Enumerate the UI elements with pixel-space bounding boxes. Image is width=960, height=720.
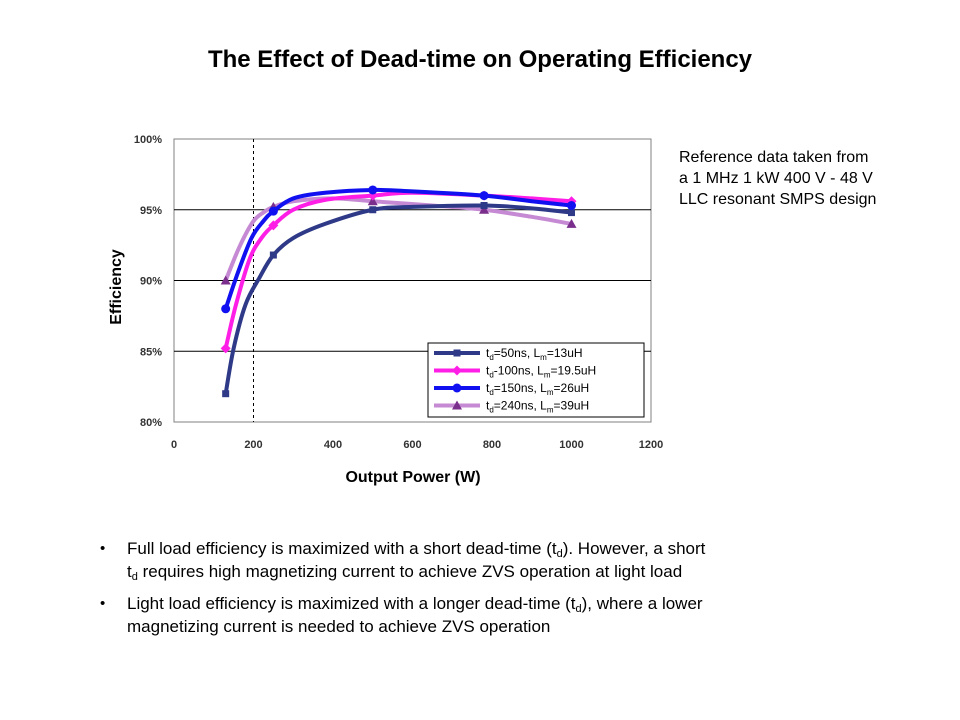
legend-label: td=240ns, Lm=39uH: [486, 399, 589, 415]
bullet-list: • Full load efficiency is maximized with…: [100, 537, 900, 647]
y-tick-label: 80%: [140, 417, 162, 429]
data-point: [220, 275, 231, 285]
x-tick-label: 1200: [639, 439, 663, 451]
legend-entry: td=50ns, Lm=13uH: [434, 346, 583, 362]
x-tick-labels: 0 200 400 600 800 1000 1200: [171, 439, 663, 451]
data-point: [220, 343, 231, 354]
legend: td=50ns, Lm=13uH td-100ns, Lm=19.5uHtd=15…: [427, 342, 645, 418]
series-2: [221, 185, 576, 314]
bullet-line: Full load efficiency is maximized with a…: [127, 539, 706, 560]
x-tick-label: 1000: [559, 439, 583, 451]
x-tick-label: 800: [483, 439, 501, 451]
legend-label: td=50ns, Lm=13uH: [486, 346, 583, 362]
series-0: [222, 202, 575, 398]
data-point: [369, 206, 377, 214]
data-point: [566, 218, 577, 228]
bullet-line: td requires high magnetizing current to …: [127, 562, 683, 583]
x-tick-label: 400: [324, 439, 342, 451]
y-tick-label: 90%: [140, 276, 162, 288]
data-point: [479, 204, 490, 214]
reference-note: Reference data taken from a 1 MHz 1 kW 4…: [679, 147, 939, 210]
data-point: [268, 206, 278, 216]
data-point: [268, 220, 279, 231]
legend-label: td-100ns, Lm=19.5uH: [486, 364, 596, 380]
data-point: [567, 201, 576, 211]
data-point: [367, 196, 378, 206]
legend-entry: td-100ns, Lm=19.5uH: [434, 364, 596, 380]
bullet-glyph: •: [100, 540, 106, 557]
legend-swatch-marker: [452, 383, 462, 393]
x-tick-label: 0: [171, 439, 177, 451]
bullet-line: magnetizing current is needed to achieve…: [127, 617, 551, 636]
series-line: [223, 203, 574, 396]
legend-swatch-marker: [452, 365, 462, 376]
x-tick-label: 200: [244, 439, 262, 451]
reference-note-line: a 1 MHz 1 kW 400 V - 48 V: [679, 170, 873, 187]
y-tick-label: 85%: [140, 346, 162, 358]
data-point: [222, 390, 230, 398]
data-point: [368, 185, 378, 195]
series-line: [223, 196, 574, 283]
data-point: [568, 209, 575, 217]
reference-note-line: LLC resonant SMPS design: [679, 191, 877, 208]
x-axis-label: Output Power (W): [345, 469, 480, 486]
y-axis-label: Efficiency: [108, 249, 125, 325]
legend-entry: td=150ns, Lm=26uH: [434, 381, 589, 397]
bullet-glyph: •: [100, 595, 106, 612]
x-tick-label: 600: [403, 439, 421, 451]
data-point: [221, 304, 231, 314]
y-tick-label: 100%: [134, 134, 162, 146]
bullet-line: Light load efficiency is maximized with …: [127, 594, 703, 615]
data-point: [480, 202, 488, 210]
bullet-item: • Light load efficiency is maximized wit…: [100, 592, 900, 638]
series-layer: [220, 185, 577, 398]
y-tick-labels: 80% 85% 90% 95% 100%: [134, 134, 162, 429]
legend-swatch-marker: [452, 400, 462, 410]
data-point: [479, 191, 489, 201]
legend-swatch-marker: [453, 349, 461, 357]
efficiency-chart: 80% 85% 90% 95% 100% 0 200 400 600 800 1000 1200 E…: [108, 134, 663, 486]
y-tick-label: 95%: [140, 205, 162, 217]
data-point: [269, 251, 277, 259]
legend-entry: td=240ns, Lm=39uH: [434, 399, 589, 415]
bullet-item: • Full load efficiency is maximized with…: [100, 537, 900, 583]
legend-label: td=150ns, Lm=26uH: [486, 381, 589, 397]
slide-title: The Effect of Dead-time on Operating Eff…: [207, 46, 753, 73]
reference-note-line: Reference data taken from: [679, 149, 869, 166]
